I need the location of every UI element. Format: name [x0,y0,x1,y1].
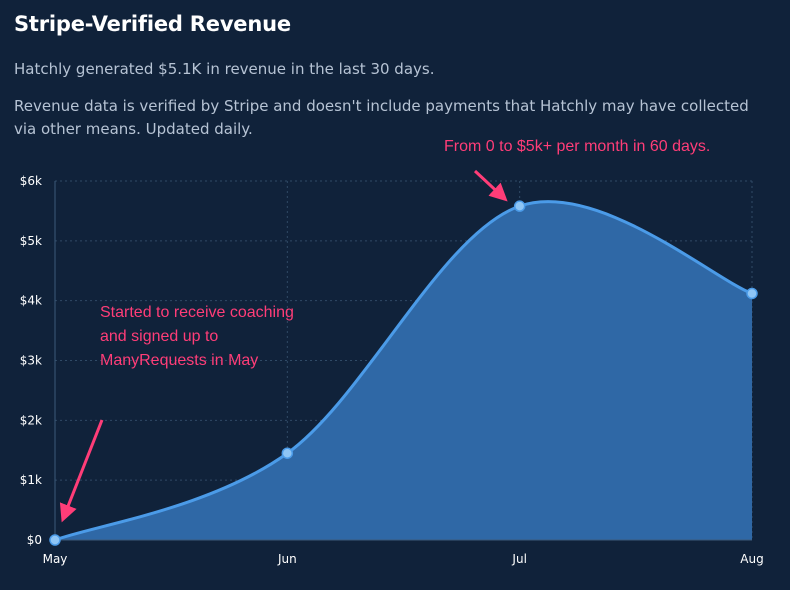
data-point[interactable] [746,287,758,300]
revenue-area [55,201,752,540]
x-tick-label: Jun [277,552,297,566]
y-tick-label: $0 [27,533,42,547]
data-point[interactable] [49,534,61,546]
x-tick-label: May [43,552,68,566]
data-point[interactable] [513,200,526,212]
verification-note: Revenue data is verified by Stripe and d… [14,97,749,138]
annotation-start: Started to receive coaching and signed u… [100,304,294,369]
x-tick-label: Jul [511,552,526,566]
axes: $0 $1k $2k $3k $4k $5k $6k May Jun Jul Aug [20,174,764,566]
y-tick-label: $6k [20,174,42,188]
data-point[interactable] [281,447,294,459]
arrow-left [59,419,104,523]
revenue-summary: Hatchly generated $5.1K in revenue in th… [14,60,435,78]
y-tick-label: $5k [20,234,42,248]
y-tick-label: $4k [20,294,42,308]
arrow-top [473,169,508,202]
annotation-growth: From 0 to $5k+ per month in 60 days. [444,138,711,155]
y-tick-label: $1k [20,473,42,487]
area-layer [54,200,753,542]
y-tick-label: $3k [20,354,42,368]
annotation-arrows [59,169,508,523]
x-tick-label: Aug [740,552,763,566]
revenue-line [54,200,753,542]
y-tick-label: $2k [20,413,42,427]
markers [49,200,758,546]
chart-title: Stripe-Verified Revenue [14,12,291,36]
